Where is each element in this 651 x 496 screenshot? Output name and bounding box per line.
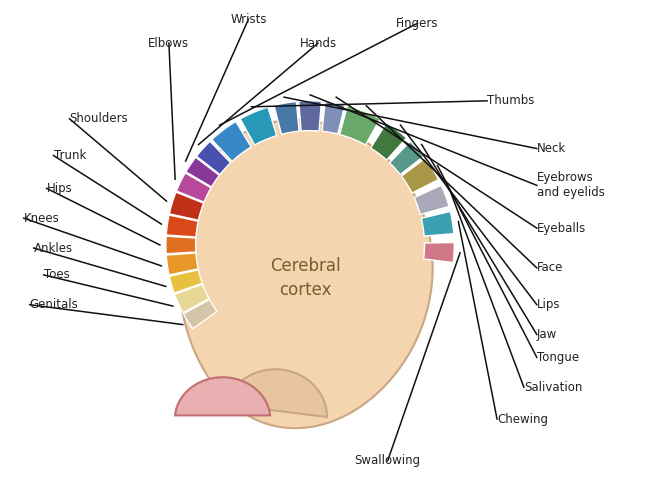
Wedge shape [424,243,454,262]
Text: Eyeballs: Eyeballs [537,222,586,235]
Text: Salivation: Salivation [524,381,582,394]
Text: Lips: Lips [537,298,561,311]
Text: Fingers: Fingers [396,17,439,30]
Wedge shape [340,106,380,145]
Text: Ankles: Ankles [34,242,73,254]
Text: Toes: Toes [44,268,70,281]
Wedge shape [176,173,211,202]
Wedge shape [166,253,199,275]
Wedge shape [322,102,345,134]
Polygon shape [225,370,327,417]
Wedge shape [174,284,209,312]
Wedge shape [169,270,202,293]
Wedge shape [421,211,454,236]
Wedge shape [169,192,204,220]
Text: Eyebrows
and eyelids: Eyebrows and eyelids [537,171,605,199]
Wedge shape [402,158,439,193]
Text: Elbows: Elbows [148,37,189,50]
Text: Swallowing: Swallowing [355,454,421,467]
Text: Hips: Hips [47,182,72,195]
Text: Hands: Hands [299,37,337,50]
Text: Wrists: Wrists [230,13,267,26]
Wedge shape [212,122,251,161]
Text: Tongue: Tongue [537,351,579,364]
Polygon shape [178,120,433,428]
Text: Trunk: Trunk [53,149,86,162]
Wedge shape [240,107,277,145]
Wedge shape [389,141,424,175]
Text: Neck: Neck [537,142,566,155]
Wedge shape [414,185,449,214]
Text: Jaw: Jaw [537,328,557,341]
Wedge shape [166,215,199,237]
Wedge shape [274,102,299,134]
Text: Thumbs: Thumbs [487,94,534,107]
Text: Genitals: Genitals [30,298,78,311]
Text: Shoulders: Shoulders [70,112,128,125]
Text: Knees: Knees [23,212,59,225]
Polygon shape [175,377,270,415]
Wedge shape [186,157,219,187]
Wedge shape [299,101,322,131]
Wedge shape [197,141,230,175]
Text: Face: Face [537,261,563,274]
Text: Cerebral
cortex: Cerebral cortex [270,257,340,299]
Wedge shape [370,123,407,160]
Wedge shape [184,300,217,329]
Wedge shape [166,236,196,254]
Text: Chewing: Chewing [497,413,548,426]
